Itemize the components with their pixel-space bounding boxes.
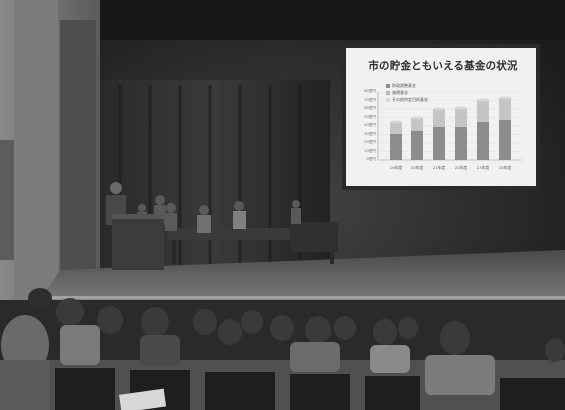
bar-24 — [499, 96, 511, 160]
side-table — [290, 222, 338, 252]
y-tick-label: 60億円 — [364, 106, 376, 110]
x-tick-label: 19年度 — [389, 165, 403, 170]
legend-label: その他特定目的基金 — [392, 97, 428, 102]
x-tick-label: 21年度 — [432, 165, 446, 170]
legend-item: その他特定目的基金 — [386, 96, 428, 103]
y-tick-label: 80億円 — [364, 89, 376, 93]
podium — [112, 214, 164, 270]
x-tick-label: 20年度 — [410, 165, 424, 170]
ceiling-band — [90, 0, 565, 40]
legend-label: 減債基金 — [392, 90, 408, 95]
legend-item: 減債基金 — [386, 89, 428, 96]
bar-21 — [433, 107, 445, 160]
legend-swatch — [386, 90, 390, 95]
bar-22 — [455, 106, 467, 160]
legend-swatch — [386, 83, 390, 88]
left-pillar — [14, 0, 58, 300]
x-tick-label: 24年度 — [498, 165, 512, 170]
stage-floor — [40, 250, 565, 300]
legend-item: 財政調整基金 — [386, 82, 428, 89]
y-tick-label: 30億円 — [364, 131, 376, 136]
bar-23 — [477, 98, 489, 160]
y-tick-label: 70億円 — [364, 97, 376, 102]
screen-title: 市の貯金ともいえる基金の状況 — [368, 60, 518, 72]
speaker — [110, 182, 122, 194]
y-tick-label: 40億円 — [364, 123, 376, 127]
y-tick-label: 50億円 — [364, 114, 376, 119]
screen-legend: 財政調整基金 減債基金 その他特定目的基金 — [386, 82, 428, 103]
legend-label: 財政調整基金 — [392, 83, 416, 88]
legend-swatch — [386, 97, 390, 102]
x-tick-label: 23年度 — [476, 165, 490, 170]
bar-19 — [390, 120, 402, 160]
bar-20 — [411, 116, 423, 160]
y-tick-label: 0億円 — [366, 157, 376, 161]
y-tick-label: 20億円 — [364, 140, 376, 144]
y-tick-label: 10億円 — [364, 148, 376, 153]
x-tick-label: 22年度 — [454, 165, 468, 170]
screen-chart-bars — [390, 96, 511, 160]
